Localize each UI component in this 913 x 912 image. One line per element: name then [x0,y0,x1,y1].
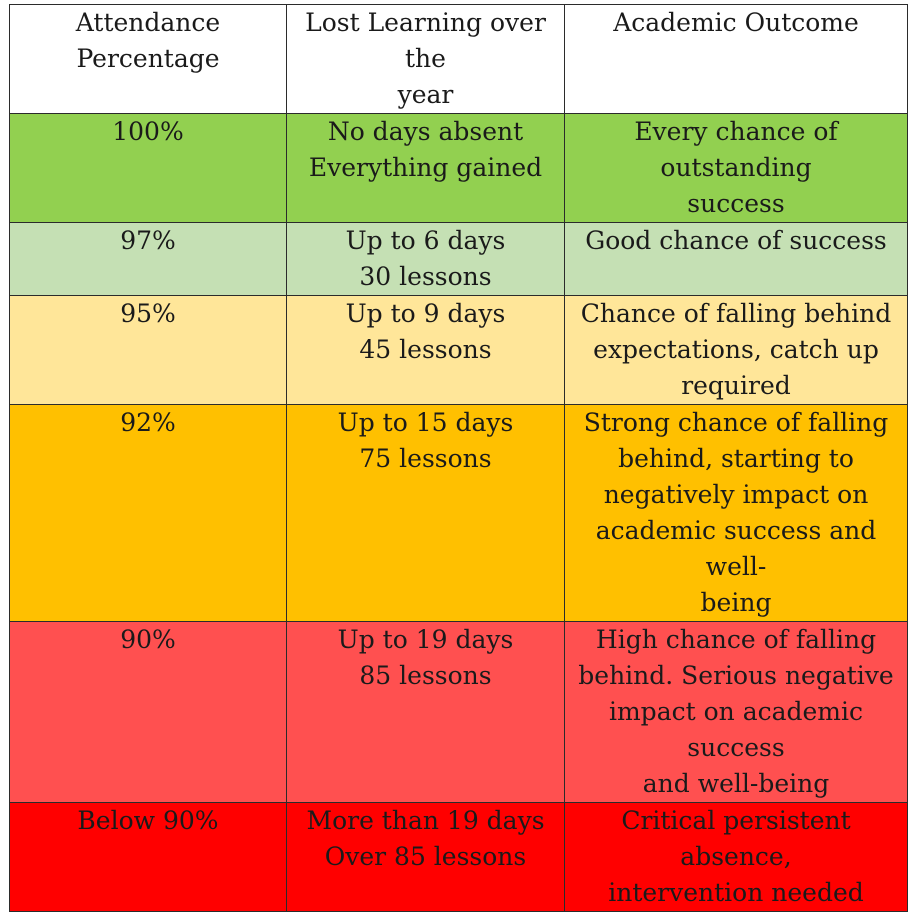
header-text-line: Attendance [75,8,221,37]
outcome-line: and well-being [642,769,830,798]
outcome-line: Strong chance of falling [583,408,889,437]
lost-learning-line: More than 19 days [306,806,545,835]
lost-learning-line: 30 lessons [359,262,492,291]
outcome-line: behind, starting to [618,444,854,473]
attendance-cell: Below 90% [9,802,287,912]
lost-learning-line: Over 85 lessons [324,842,527,871]
attendance-impact-table: Attendance Percentage Lost Learning over… [9,4,908,912]
lost-learning-line: No days absent [327,117,524,146]
lost-learning-line: Everything gained [308,153,543,182]
outcome-cell: High chance of falling behind. Serious n… [564,621,908,803]
outcome-line: behind. Serious negative [578,661,894,690]
lost-learning-line: 75 lessons [359,444,492,473]
outcome-line: Critical persistent absence, [621,806,851,871]
lost-learning-line: Up to 6 days [345,226,506,255]
lost-learning-line: Up to 19 days [337,625,514,654]
header-academic-outcome: Academic Outcome [564,4,908,114]
attendance-cell: 95% [9,295,287,405]
attendance-value: 92% [120,408,176,437]
outcome-line: success [687,189,785,218]
outcome-cell: Good chance of success [564,222,908,296]
outcome-line: intervention needed [608,878,864,907]
outcome-line: High chance of falling [595,625,877,654]
lost-learning-line: 45 lessons [359,335,492,364]
table-row: 100% No days absent Everything gained Ev… [9,113,908,223]
table-row: 95% Up to 9 days 45 lessons Chance of fa… [9,295,908,405]
table-row: Below 90% More than 19 days Over 85 less… [9,802,908,912]
attendance-value: 90% [120,625,176,654]
outcome-cell: Strong chance of falling behind, startin… [564,404,908,622]
outcome-line: expectations, catch up [593,335,879,364]
outcome-line: negatively impact on [603,480,869,509]
lost-learning-cell: Up to 6 days 30 lessons [286,222,565,296]
table-header-row: Attendance Percentage Lost Learning over… [9,4,908,114]
outcome-cell: Critical persistent absence, interventio… [564,802,908,912]
outcome-line: Every chance of outstanding [634,117,838,182]
outcome-line: Good chance of success [585,226,887,255]
outcome-line: Chance of falling behind [580,299,892,328]
attendance-value: 97% [120,226,176,255]
lost-learning-cell: Up to 9 days 45 lessons [286,295,565,405]
outcome-line: being [700,588,772,617]
attendance-value: 100% [112,117,184,146]
outcome-line: academic success and well- [595,516,877,581]
header-text-line: Percentage [76,44,220,73]
lost-learning-cell: Up to 15 days 75 lessons [286,404,565,622]
table-row: 97% Up to 6 days 30 lessons Good chance … [9,222,908,296]
header-lost-learning: Lost Learning over the year [286,4,565,114]
lost-learning-cell: No days absent Everything gained [286,113,565,223]
header-text-line: Lost Learning over the [305,8,546,73]
lost-learning-line: 85 lessons [359,661,492,690]
lost-learning-cell: Up to 19 days 85 lessons [286,621,565,803]
header-text-line: year [397,80,454,109]
table-row: 90% Up to 19 days 85 lessons High chance… [9,621,908,803]
attendance-cell: 90% [9,621,287,803]
lost-learning-line: Up to 15 days [337,408,514,437]
header-text-line: Academic Outcome [613,8,859,37]
header-attendance-percentage: Attendance Percentage [9,4,287,114]
attendance-cell: 97% [9,222,287,296]
lost-learning-line: Up to 9 days [345,299,506,328]
attendance-value: Below 90% [77,806,219,835]
attendance-cell: 92% [9,404,287,622]
outcome-cell: Every chance of outstanding success [564,113,908,223]
attendance-value: 95% [120,299,176,328]
attendance-table-container: Attendance Percentage Lost Learning over… [9,4,908,912]
outcome-line: required [681,371,791,400]
lost-learning-cell: More than 19 days Over 85 lessons [286,802,565,912]
outcome-cell: Chance of falling behind expectations, c… [564,295,908,405]
outcome-line: impact on academic success [608,697,864,762]
attendance-cell: 100% [9,113,287,223]
table-row: 92% Up to 15 days 75 lessons Strong chan… [9,404,908,622]
